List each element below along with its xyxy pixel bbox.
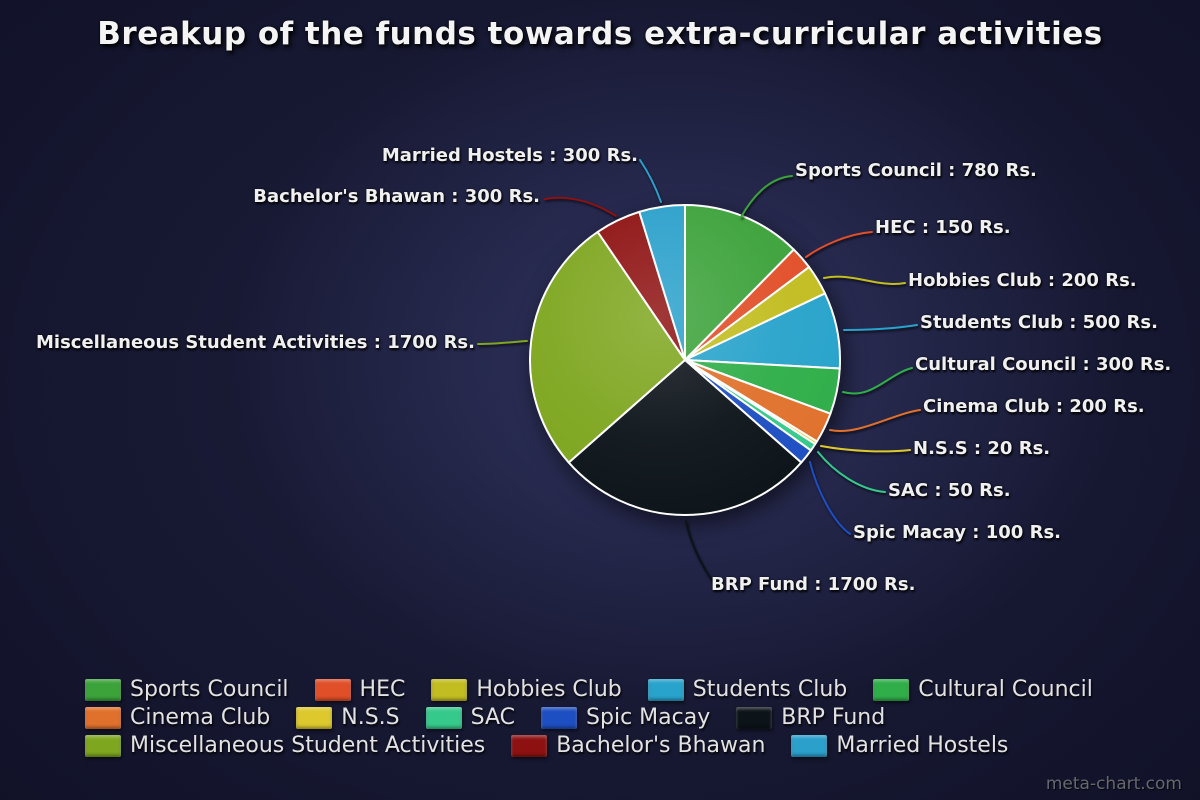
leader-hobbies-club	[823, 275, 906, 285]
leader-sports-council	[740, 175, 793, 218]
legend-label-hec: HEC	[359, 677, 406, 702]
legend-label-students-club: Students Club	[692, 677, 848, 702]
pie-gloss-overlay	[531, 206, 839, 514]
legend-item-students-club: Students Club	[647, 677, 848, 703]
callout-bachelors-bhawan: Bachelor's Bhawan : 300 Rs.	[253, 186, 540, 207]
pie-slice-hobbies-club	[684, 266, 826, 361]
legend-swatch-cinema-club	[85, 707, 121, 729]
legend-item-spic-macay: Spic Macay	[541, 705, 710, 731]
pie-slice-brp-fund	[567, 359, 803, 517]
legend-item-cultural-council: Cultural Council	[873, 677, 1093, 703]
legend-swatch-miscellaneous-student-activities	[85, 735, 121, 757]
legend-label-sac: SAC	[470, 705, 516, 730]
legend-swatch-brp-fund	[736, 707, 773, 729]
leader-bachelors-bhawan	[544, 196, 617, 217]
legend-label-cinema-club: Cinema Club	[130, 705, 271, 730]
legend-item-married-hostels: Married Hostels	[791, 733, 1008, 759]
legend-item-miscellaneous-student-activities: Miscellaneous Student Activities	[85, 733, 485, 759]
leader-married-hostels	[639, 159, 662, 203]
legend-swatch-students-club	[647, 679, 684, 701]
legend-item-brp-fund: BRP Fund	[736, 705, 885, 731]
leader-spic-macay	[809, 461, 851, 535]
callout-students-club: Students Club : 500 Rs.	[920, 312, 1158, 333]
callout-hec: HEC : 150 Rs.	[875, 217, 1011, 238]
callout-cultural-council: Cultural Council : 300 Rs.	[915, 354, 1172, 375]
callout-nss: N.S.S : 20 Rs.	[913, 438, 1051, 459]
pie-slice-n-s-s	[684, 359, 818, 446]
legend-item-hobbies-club: Hobbies Club	[431, 677, 622, 703]
legend-label-bachelor-s-bhawan: Bachelor's Bhawan	[556, 733, 766, 758]
legend-label-sports-council: Sports Council	[130, 677, 289, 702]
legend-row-2: Cinema Club N.S.S SAC Spic Macay BRP Fund	[85, 704, 1093, 732]
legend-item-sac: SAC	[425, 705, 516, 731]
legend-item-hec: HEC	[314, 677, 406, 703]
callout-cinema-club: Cinema Club : 200 Rs.	[923, 396, 1145, 417]
legend-row-1: Sports Council HEC Hobbies Club Students Cl…	[85, 676, 1093, 704]
callout-brp-fund: BRP Fund : 1700 Rs.	[711, 574, 916, 595]
pie-slice-miscellaneous-student-activities	[529, 230, 686, 464]
legend-swatch-sports-council	[85, 679, 121, 701]
legend-item-n-s-s: N.S.S	[296, 705, 400, 731]
legend-swatch-bachelor-s-bhawan	[511, 735, 548, 757]
legend-label-married-hostels: Married Hostels	[836, 733, 1009, 758]
leader-cinema-club	[829, 409, 921, 433]
legend-item-sports-council: Sports Council	[85, 677, 289, 703]
pie-slice-married-hostels	[638, 204, 686, 361]
pie-slice-hec	[684, 248, 811, 361]
leader-nss	[820, 445, 911, 453]
callout-hobbies-club: Hobbies Club : 200 Rs.	[908, 270, 1137, 291]
legend-swatch-n-s-s	[296, 707, 333, 729]
legend: Sports Council HEC Hobbies Club Students Cl…	[85, 676, 1093, 760]
legend-swatch-hobbies-club	[431, 679, 468, 701]
callout-spic-macay: Spic Macay : 100 Rs.	[853, 522, 1061, 543]
legend-label-cultural-council: Cultural Council	[918, 677, 1093, 702]
legend-swatch-married-hostels	[791, 735, 828, 757]
pie-slice-cultural-council	[684, 359, 841, 415]
legend-label-miscellaneous-student-activities: Miscellaneous Student Activities	[130, 733, 486, 758]
leader-students-club	[843, 324, 918, 331]
pie-slices-group	[529, 204, 841, 517]
pie-slice-sac	[684, 359, 817, 452]
pie-slice-cinema-club	[684, 359, 832, 443]
callout-sac: SAC : 50 Rs.	[888, 480, 1011, 501]
legend-item-cinema-club: Cinema Club	[85, 705, 270, 731]
watermark: meta-chart.com	[1045, 774, 1182, 794]
legend-label-hobbies-club: Hobbies Club	[476, 677, 622, 702]
legend-item-bachelor-s-bhawan: Bachelor's Bhawan	[511, 733, 765, 759]
legend-swatch-cultural-council	[873, 679, 910, 701]
legend-label-brp-fund: BRP Fund	[781, 705, 886, 730]
chart-title: Breakup of the funds towards extra-curri…	[97, 16, 1103, 52]
leader-hec	[805, 231, 873, 258]
legend-swatch-spic-macay	[541, 707, 578, 729]
legend-label-spic-macay: Spic Macay	[586, 705, 711, 730]
leader-brp-fund	[685, 520, 713, 581]
leader-miscellaneous-student-activities	[477, 340, 528, 345]
leader-cultural-council	[842, 367, 913, 395]
legend-swatch-sac	[425, 707, 462, 729]
legend-label-n-s-s: N.S.S	[341, 705, 400, 730]
legend-row-3: Miscellaneous Student Activities Bachelor…	[85, 732, 1093, 760]
pie-slice-spic-macay	[684, 359, 812, 464]
pie-slice-students-club	[684, 292, 841, 370]
pie-slice-sports-council	[684, 204, 795, 361]
legend-swatch-hec	[314, 679, 351, 701]
pie-slice-bachelor-s-bhawan	[596, 210, 686, 361]
callout-sports-council: Sports Council : 780 Rs.	[795, 160, 1037, 181]
leader-sac	[817, 451, 886, 493]
callout-miscellaneous-student-activities: Miscellaneous Student Activities : 1700 …	[36, 332, 475, 353]
callout-married-hostels: Married Hostels : 300 Rs.	[381, 145, 638, 166]
